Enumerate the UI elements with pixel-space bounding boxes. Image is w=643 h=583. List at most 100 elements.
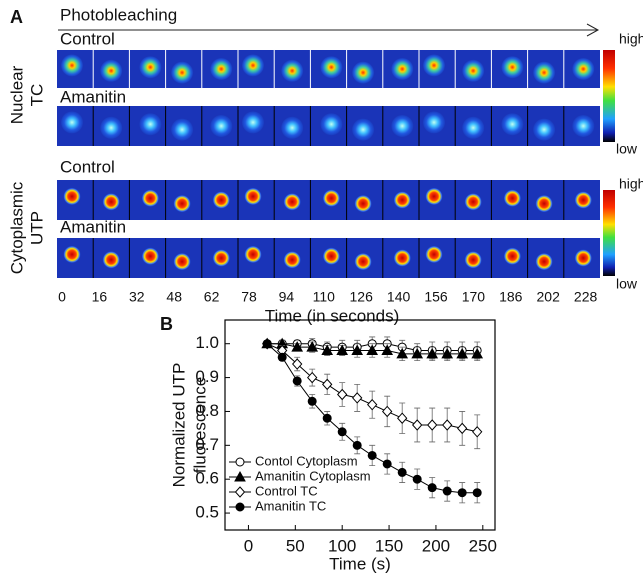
spot [393,249,412,267]
plot-frame [224,319,496,531]
spot [354,252,373,271]
marker [291,341,304,352]
spot [210,115,233,137]
marker [366,344,379,355]
marker [306,341,319,352]
spot [354,194,373,213]
spot [425,245,443,264]
spot [61,54,83,77]
micrographs [57,50,600,278]
marker [472,488,482,498]
row-label: Amanitin [60,217,126,236]
marker [292,358,303,370]
colorbar [603,50,615,142]
spot [503,247,522,266]
marker [456,347,469,359]
group-label: Cytoplasmic [7,181,26,274]
spot [574,191,593,209]
spot [322,189,341,208]
spot [533,118,556,141]
panel-label: A [10,7,23,27]
legend-marker [235,457,245,467]
spot [464,192,483,211]
spot [322,247,341,266]
spot [212,249,231,267]
x-label: Time (in seconds) [265,306,399,325]
marker [367,398,378,411]
marker [321,344,334,355]
spot [533,61,556,84]
spot [462,116,485,139]
group-label: Nuclear [7,65,26,124]
spot [462,59,485,82]
legend-marker [234,470,246,482]
spot [501,56,524,79]
spot [423,111,445,134]
spot [173,252,192,271]
time-tick-label: 110 [313,289,336,305]
time-tick-label: 62 [204,289,220,305]
marker [412,474,422,484]
legend-label: Amanitin Cytoplasm [255,468,371,483]
colorbar-low: low [616,276,638,292]
time-tick-label: 140 [387,289,411,305]
marker [411,347,424,359]
marker [262,339,272,349]
spot [283,250,302,269]
spot [425,187,443,206]
spot [320,56,343,79]
spot [535,194,554,213]
marker [426,347,439,359]
time-tick-label: 228 [574,289,598,305]
time-tick-label: 48 [166,289,182,305]
panel-label: B [160,314,173,334]
x-tick-label: 0 [244,536,253,555]
spot [171,118,194,141]
arrow-label: Photobleaching [60,5,177,24]
legend-label: Control TC [255,483,318,498]
spot [352,118,375,141]
spot [210,58,233,80]
spot [501,113,524,136]
marker [427,419,438,431]
colorbar-low: low [616,141,638,157]
y-tick-label: 0.9 [195,367,219,386]
time-tick-label: 156 [424,289,448,305]
marker [427,483,437,493]
spot [61,111,83,134]
row-label: Amanitin [60,87,126,106]
time-tick-label: 94 [279,289,295,305]
spot [141,247,160,266]
spot [242,111,264,134]
marker [277,352,287,362]
marker [382,459,392,469]
y-tick-label: 0.8 [195,401,219,420]
x-tick-label: 50 [286,536,305,555]
marker [441,347,454,359]
spot [320,113,343,136]
spot [574,249,593,267]
x-tick-label: 200 [422,536,450,555]
colorbar-high: high [619,31,643,47]
marker [442,419,453,431]
colorbar-high: high [619,176,643,192]
spot [244,245,262,264]
spot [100,59,123,82]
spot [63,187,81,206]
spot [281,116,304,139]
marker [397,412,408,424]
legend-marker [234,486,246,498]
legend-label: Amanitin TC [255,498,326,513]
spot [391,115,414,137]
marker [396,347,409,359]
y-axis-label: fluorescence [190,377,209,473]
arrow-head [586,23,600,37]
marker [457,488,467,498]
group-label: UTP [27,211,46,245]
marker [307,371,318,384]
spot [391,58,414,80]
legend-label: Contol Cytoplasm [255,453,358,468]
spot [173,194,192,213]
time-tick-label: 16 [92,289,108,305]
marker [337,427,347,437]
